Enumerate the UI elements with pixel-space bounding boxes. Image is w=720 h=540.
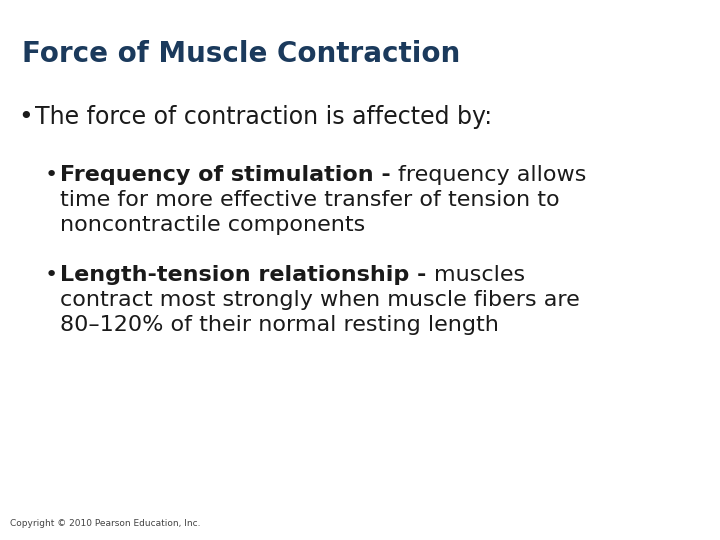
Text: Force of Muscle Contraction: Force of Muscle Contraction <box>22 40 460 68</box>
Text: •: • <box>18 105 32 129</box>
Text: frequency allows: frequency allows <box>398 165 587 185</box>
Text: 80–120% of their normal resting length: 80–120% of their normal resting length <box>60 315 499 335</box>
Text: Copyright © 2010 Pearson Education, Inc.: Copyright © 2010 Pearson Education, Inc. <box>10 519 200 528</box>
Text: The force of contraction is affected by:: The force of contraction is affected by: <box>35 105 492 129</box>
Text: Length-tension relationship -: Length-tension relationship - <box>60 265 434 285</box>
Text: noncontractile components: noncontractile components <box>60 215 365 235</box>
Text: •: • <box>45 265 58 285</box>
Text: Frequency of stimulation -: Frequency of stimulation - <box>60 165 398 185</box>
Text: muscles: muscles <box>434 265 526 285</box>
Text: contract most strongly when muscle fibers are: contract most strongly when muscle fiber… <box>60 290 580 310</box>
Text: time for more effective transfer of tension to: time for more effective transfer of tens… <box>60 190 559 210</box>
Text: •: • <box>45 165 58 185</box>
